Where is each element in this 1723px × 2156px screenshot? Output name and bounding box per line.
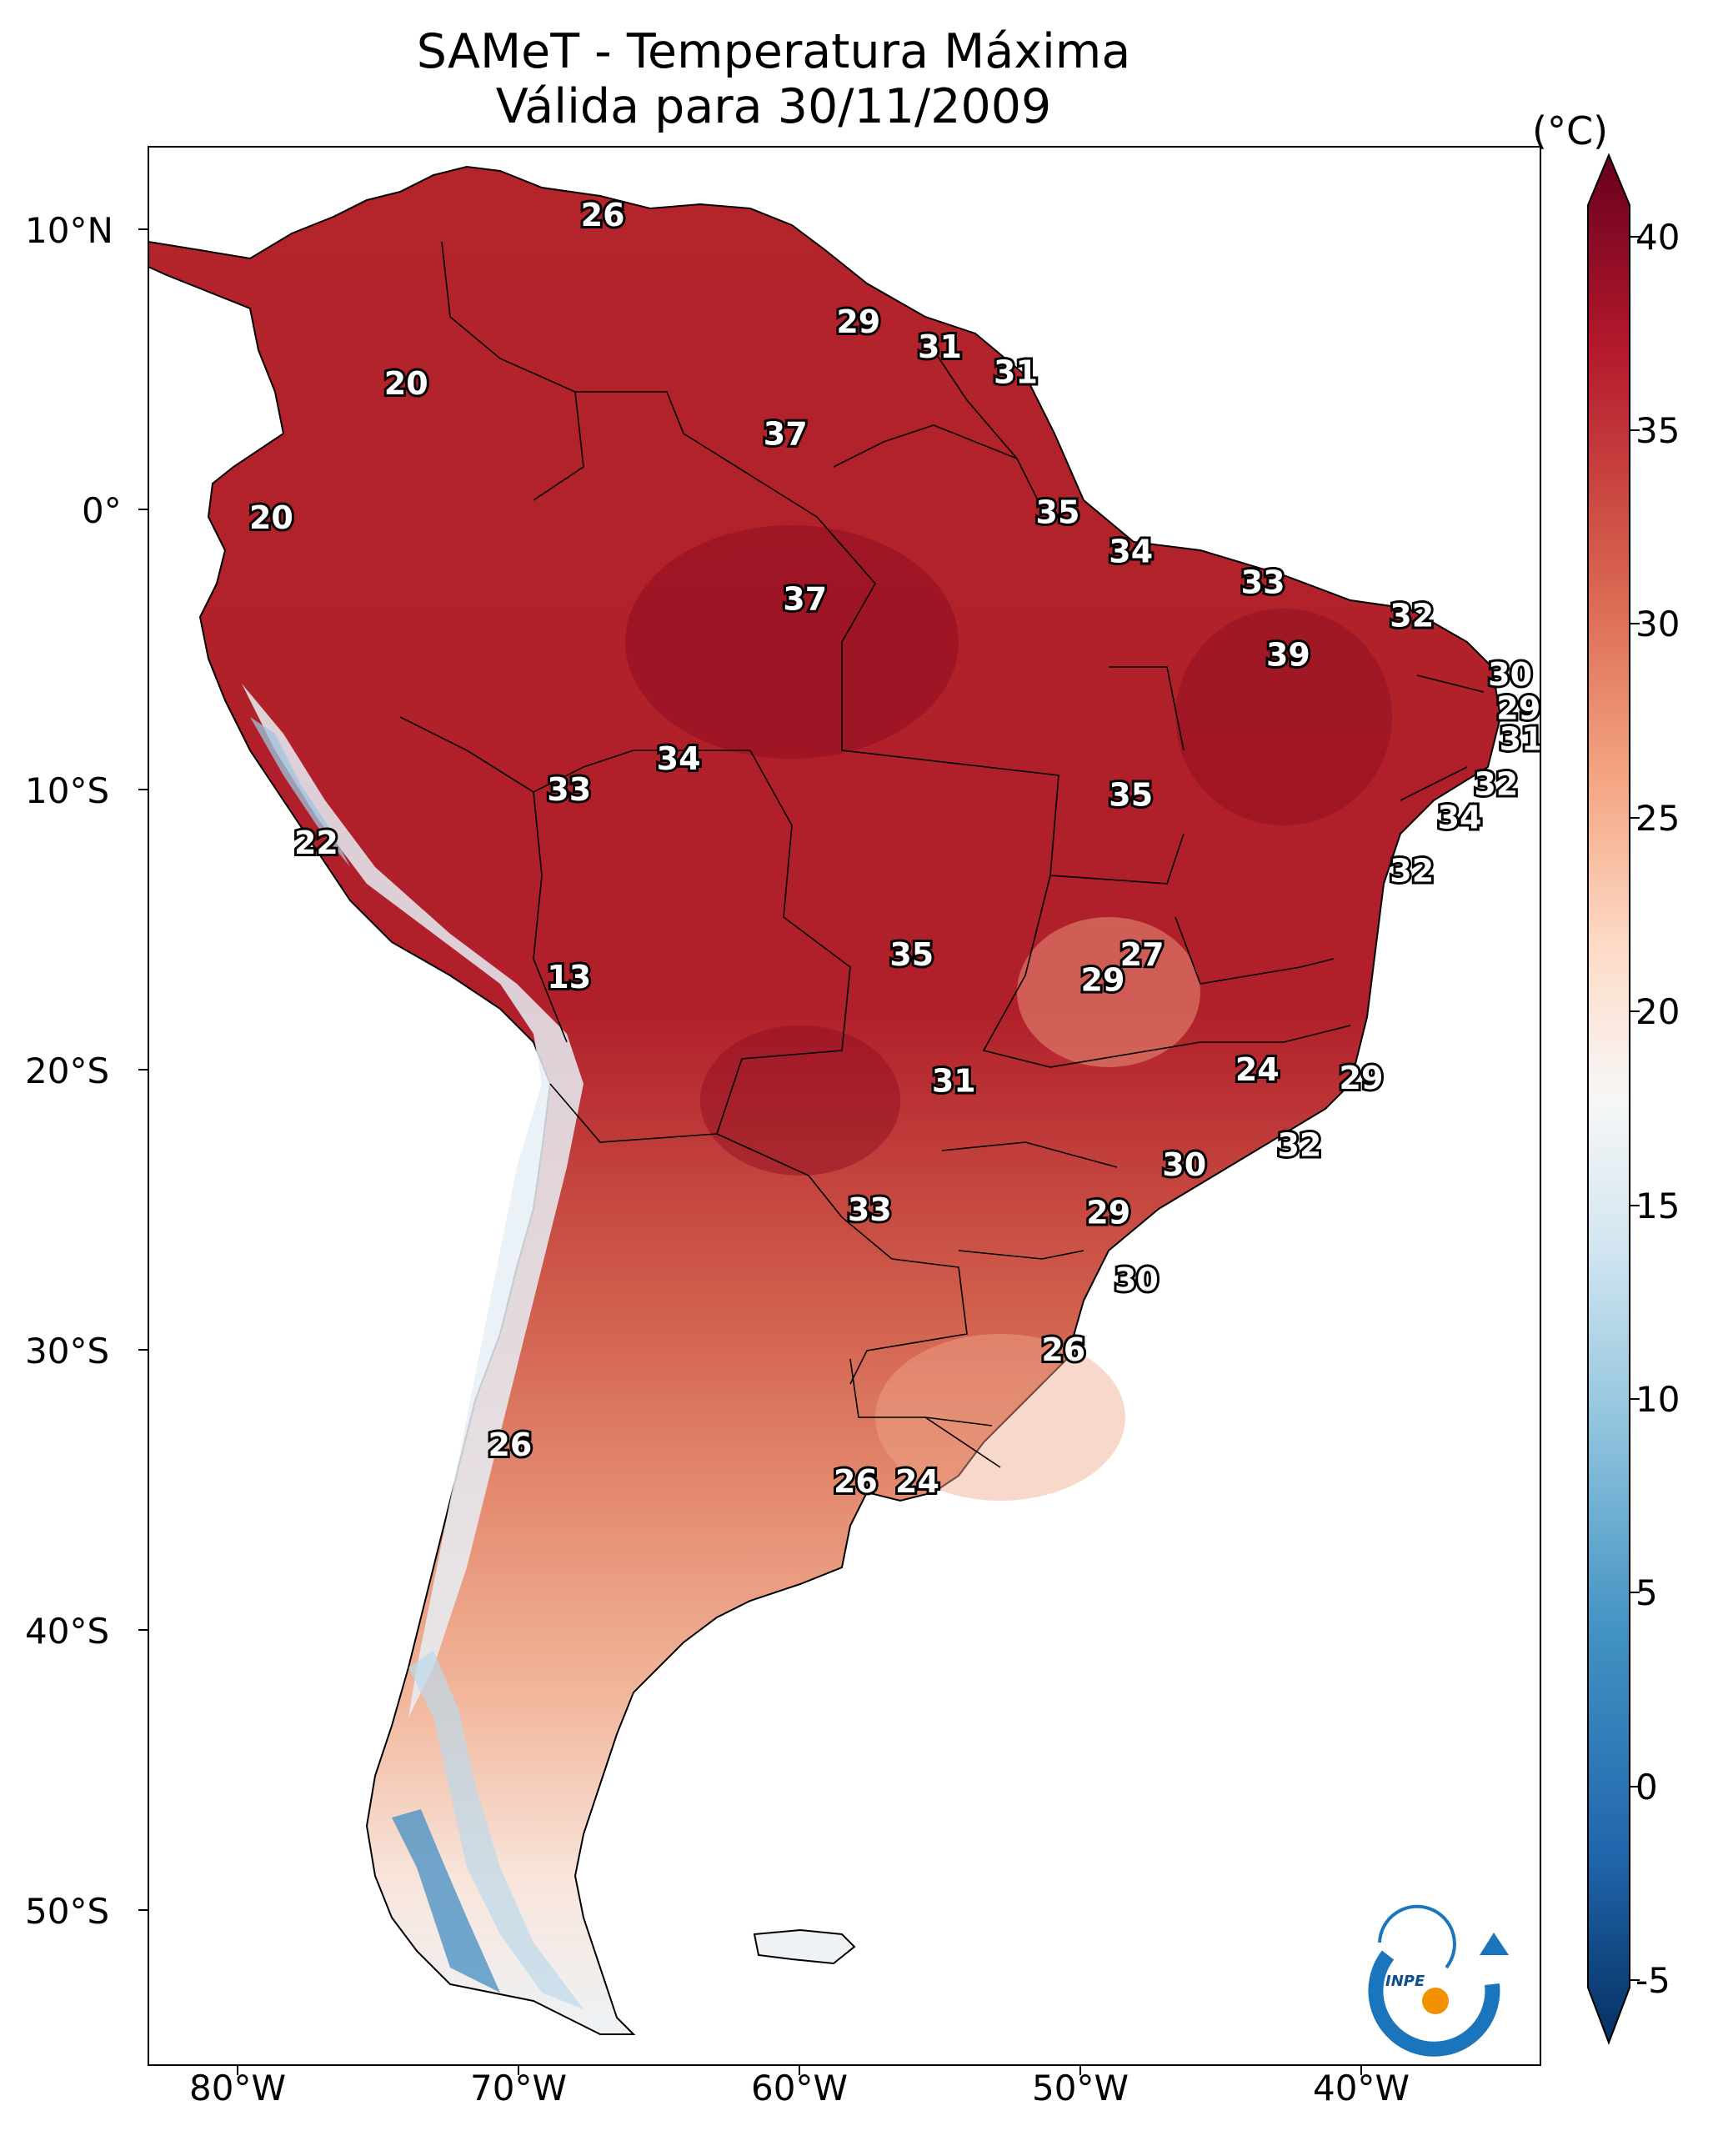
temperature-label: 20 [249,499,293,536]
patagonia-cold-region [392,1809,500,1993]
temperature-label: 37 [783,581,827,618]
temperature-label: 29 [1496,690,1540,727]
temperature-label: 39 [1266,637,1310,674]
temperature-label: 31 [1500,721,1544,758]
temperature-label: 30 [1114,1261,1159,1298]
temperature-label: 35 [1109,777,1153,814]
andes-cold-region [250,717,350,867]
lon-ticks [237,2065,1362,2075]
temperature-label: 35 [889,936,934,973]
colorbar-tick-minus5: -5 [1635,1960,1670,2001]
temperature-label: 33 [848,1191,892,1228]
country-borders [399,241,1485,1468]
temperature-label: 30 [1162,1146,1206,1183]
temperature-label: 26 [834,1463,878,1500]
andes-cool-region [242,684,584,1717]
colorbar-tick-0: 0 [1635,1767,1658,1808]
inpe-logo-text: INPE [1385,1973,1425,1990]
lat-label-20s: 20°S [25,1050,110,1091]
temperature-label: 34 [657,740,701,777]
lat-label-30s: 30°S [25,1331,110,1371]
colorbar-tick-5: 5 [1635,1572,1658,1613]
lon-label-50w: 50°W [1032,2068,1129,2108]
lat-ticks [138,228,148,1911]
temperature-label: 29 [836,303,880,340]
temperature-label: 31 [994,353,1038,390]
colorbar-tick-35: 35 [1635,410,1680,451]
lon-label-40w: 40°W [1313,2068,1410,2108]
colorbar-tick-20: 20 [1635,991,1680,1032]
lat-label-10s: 10°S [25,770,110,811]
colorbar-unit: (°C) [1532,108,1609,153]
temperature-label: 24 [895,1463,939,1500]
temperature-label: 32 [1277,1127,1321,1164]
temperature-label: 29 [1086,1194,1130,1231]
lon-label-60w: 60°W [751,2068,848,2108]
south-brazil-mild-region [875,1334,1125,1501]
colorbar-tick-10: 10 [1635,1379,1680,1420]
amazon-hot-core [625,525,959,759]
lat-label-40s: 40°S [25,1611,110,1652]
lon-label-80w: 80°W [189,2068,286,2108]
temperature-label: 26 [1041,1331,1085,1368]
northeast-hot-core [1175,609,1392,825]
colorbar [1587,153,1640,2045]
map-frame [148,146,1541,2066]
temperature-label: 33 [1241,564,1285,600]
temperature-label: 26 [581,197,625,233]
temperature-label: 29 [1340,1060,1384,1096]
map-subtitle: Válida para 30/11/2009 [495,79,1052,134]
temperature-label: 37 [764,415,808,452]
patagonia-cool-region [408,1651,584,2009]
chaco-hot-core [700,1025,900,1176]
lat-label-0: 0° [82,490,122,531]
temperature-label: 31 [918,328,962,365]
temperature-label: 20 [384,365,428,402]
temperature-label: 27 [1120,936,1165,973]
temperature-label: 32 [1474,765,1518,802]
temperature-label: 24 [1235,1051,1280,1088]
temperature-label: 13 [547,959,591,995]
temperature-label: 32 [1390,852,1434,889]
colorbar-tick-30: 30 [1635,604,1680,644]
colorbar-gradient [1587,153,1630,2045]
temperature-label: 34 [1438,800,1482,836]
lat-label-50s: 50°S [25,1891,110,1932]
lat-label-10n: 10°N [25,210,113,251]
minas-mild-region [1017,917,1200,1067]
falkland-islands [753,1928,856,1965]
south-america-land [148,165,1502,2035]
temperature-label: 22 [294,825,338,861]
temperature-label: 32 [1390,598,1434,634]
temperature-label: 33 [547,771,591,808]
temperature-label: 29 [1081,962,1125,999]
temperature-label: 26 [488,1426,532,1463]
colorbar-tick-25: 25 [1635,798,1680,839]
map-title: SAMeT - Temperatura Máxima [416,24,1131,79]
inpe-logo: INPE [1368,1904,1509,2057]
temperature-label: 31 [932,1062,976,1099]
temperature-label: 30 [1488,656,1532,693]
colorbar-tick-40: 40 [1635,217,1680,258]
lon-label-70w: 70°W [470,2068,567,2108]
colorbar-tick-15: 15 [1635,1186,1680,1226]
temperature-label: 34 [1109,533,1153,569]
temperature-label: 35 [1036,494,1080,530]
